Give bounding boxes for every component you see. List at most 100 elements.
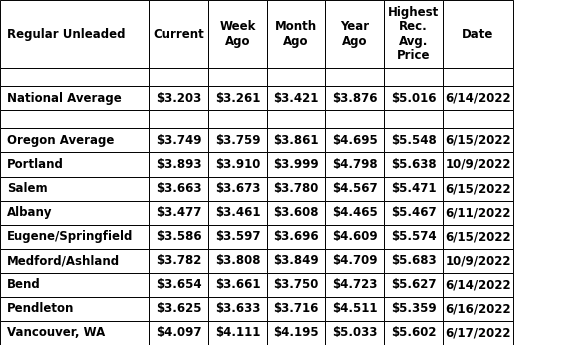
Bar (267, 297, 325, 321)
Bar (443, 273, 513, 297)
Bar (0, 128, 149, 152)
Bar (384, 110, 443, 128)
Text: $3.808: $3.808 (215, 254, 260, 267)
Bar (443, 110, 513, 128)
Bar (208, 68, 267, 86)
Bar (149, 297, 208, 321)
Text: $5.574: $5.574 (390, 230, 437, 243)
Bar (149, 110, 208, 128)
Bar (384, 321, 443, 345)
Text: $3.633: $3.633 (215, 303, 260, 315)
Text: $4.609: $4.609 (332, 230, 378, 243)
Bar (267, 86, 325, 110)
Bar (267, 110, 325, 128)
Text: $3.625: $3.625 (156, 303, 201, 315)
Bar (384, 86, 443, 110)
Text: 6/16/2022: 6/16/2022 (445, 303, 511, 315)
Bar (443, 128, 513, 152)
Bar (149, 0, 208, 68)
Text: $3.663: $3.663 (156, 182, 201, 195)
Text: $4.511: $4.511 (332, 303, 377, 315)
Text: $3.759: $3.759 (215, 134, 260, 147)
Bar (0, 177, 149, 200)
Bar (384, 152, 443, 177)
Text: $5.683: $5.683 (390, 254, 437, 267)
Bar (325, 297, 384, 321)
Text: 6/11/2022: 6/11/2022 (445, 206, 511, 219)
Bar (325, 86, 384, 110)
Text: Year
Ago: Year Ago (340, 20, 369, 48)
Text: $3.673: $3.673 (215, 182, 260, 195)
Bar (149, 200, 208, 225)
Bar (149, 177, 208, 200)
Bar (443, 86, 513, 110)
Text: Oregon Average: Oregon Average (7, 134, 114, 147)
Text: $3.477: $3.477 (156, 206, 201, 219)
Bar (443, 225, 513, 249)
Bar (149, 152, 208, 177)
Bar (0, 273, 149, 297)
Text: 6/15/2022: 6/15/2022 (445, 230, 511, 243)
Text: Week
Ago: Week Ago (219, 20, 255, 48)
Text: $3.421: $3.421 (274, 92, 319, 105)
Text: $5.467: $5.467 (390, 206, 437, 219)
Text: Salem: Salem (7, 182, 47, 195)
Text: $4.111: $4.111 (215, 326, 260, 339)
Text: $3.893: $3.893 (156, 158, 201, 171)
Text: Medford/Ashland: Medford/Ashland (7, 254, 120, 267)
Bar (325, 110, 384, 128)
Text: Current: Current (153, 28, 204, 41)
Bar (0, 249, 149, 273)
Bar (384, 200, 443, 225)
Text: $3.780: $3.780 (274, 182, 319, 195)
Bar (443, 249, 513, 273)
Bar (208, 128, 267, 152)
Bar (0, 86, 149, 110)
Bar (267, 225, 325, 249)
Text: $4.465: $4.465 (332, 206, 378, 219)
Bar (384, 225, 443, 249)
Text: $4.567: $4.567 (332, 182, 378, 195)
Bar (267, 0, 325, 68)
Bar (443, 0, 513, 68)
Bar (149, 68, 208, 86)
Bar (208, 177, 267, 200)
Text: $4.695: $4.695 (332, 134, 378, 147)
Bar (443, 297, 513, 321)
Bar (325, 0, 384, 68)
Bar (443, 177, 513, 200)
Bar (325, 249, 384, 273)
Text: Regular Unleaded: Regular Unleaded (7, 28, 125, 41)
Bar (325, 321, 384, 345)
Bar (325, 68, 384, 86)
Bar (384, 297, 443, 321)
Bar (325, 273, 384, 297)
Bar (149, 128, 208, 152)
Text: $3.654: $3.654 (156, 278, 202, 291)
Text: Bend: Bend (7, 278, 40, 291)
Text: Portland: Portland (7, 158, 64, 171)
Text: 6/15/2022: 6/15/2022 (445, 182, 511, 195)
Bar (267, 321, 325, 345)
Text: $3.586: $3.586 (156, 230, 202, 243)
Bar (208, 225, 267, 249)
Text: $5.638: $5.638 (390, 158, 437, 171)
Text: $4.097: $4.097 (156, 326, 201, 339)
Text: $5.359: $5.359 (390, 303, 437, 315)
Text: $3.716: $3.716 (274, 303, 319, 315)
Bar (384, 68, 443, 86)
Bar (0, 297, 149, 321)
Bar (149, 86, 208, 110)
Bar (0, 200, 149, 225)
Text: Albany: Albany (7, 206, 52, 219)
Text: 6/15/2022: 6/15/2022 (445, 134, 511, 147)
Text: $3.782: $3.782 (156, 254, 201, 267)
Text: Vancouver, WA: Vancouver, WA (7, 326, 105, 339)
Bar (208, 0, 267, 68)
Text: $3.203: $3.203 (156, 92, 201, 105)
Text: $3.749: $3.749 (156, 134, 201, 147)
Text: $4.798: $4.798 (332, 158, 378, 171)
Bar (384, 249, 443, 273)
Text: 6/17/2022: 6/17/2022 (445, 326, 511, 339)
Text: $3.861: $3.861 (274, 134, 319, 147)
